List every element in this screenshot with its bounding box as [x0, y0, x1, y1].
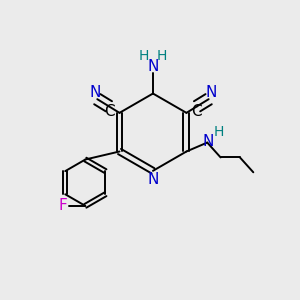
Text: F: F	[59, 198, 68, 213]
Text: C: C	[104, 104, 115, 119]
Text: H: H	[213, 125, 224, 139]
Text: N: N	[203, 134, 214, 149]
Text: N: N	[147, 59, 159, 74]
Text: C: C	[191, 104, 202, 119]
Text: N: N	[89, 85, 100, 100]
Text: H: H	[139, 50, 149, 63]
Text: H: H	[157, 50, 167, 63]
Text: N: N	[205, 85, 217, 100]
Text: N: N	[147, 172, 159, 187]
